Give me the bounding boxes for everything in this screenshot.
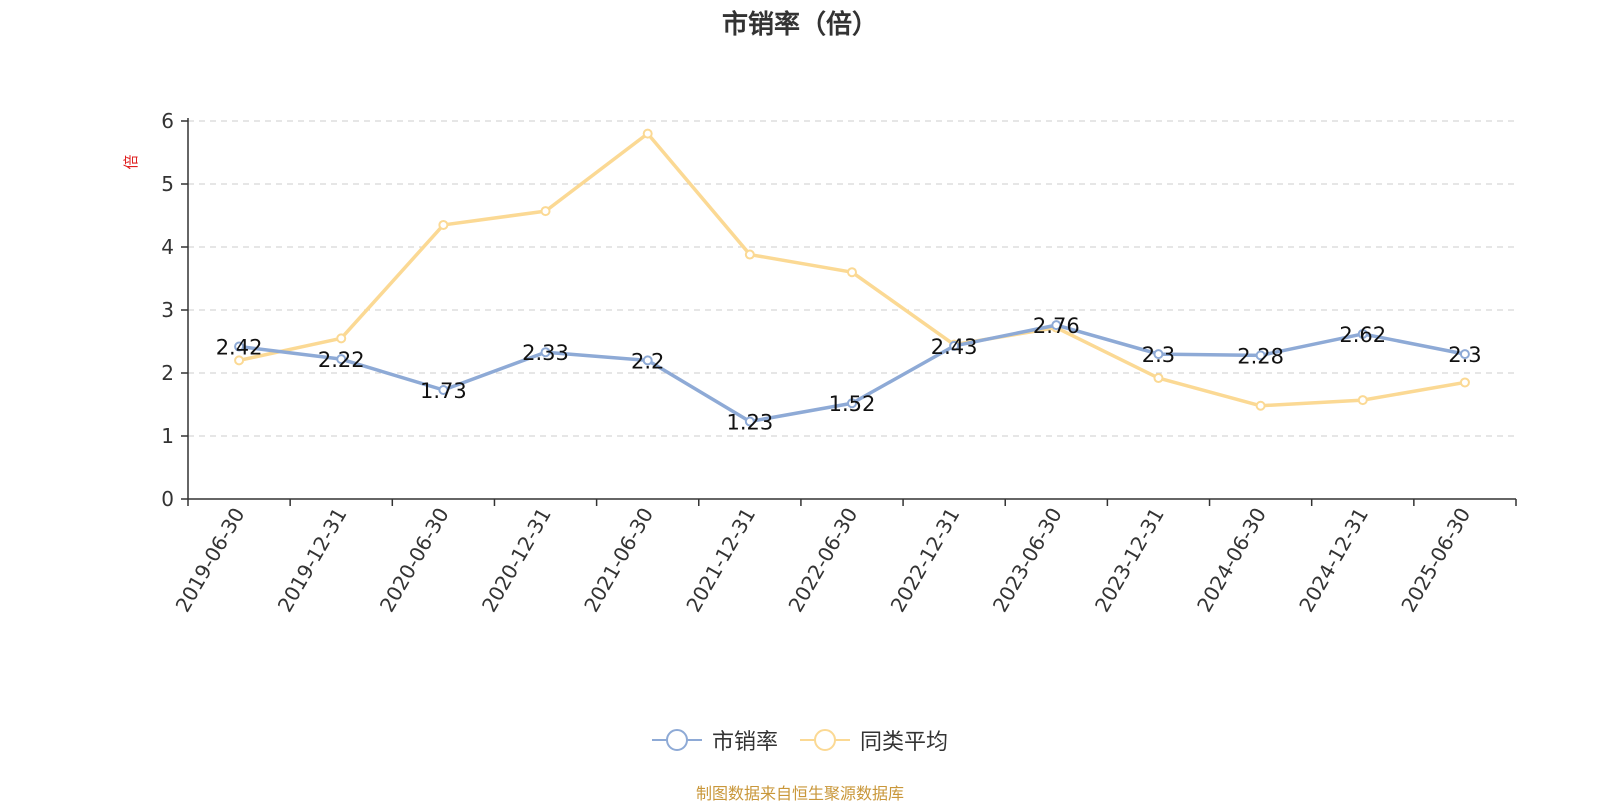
data-point <box>336 333 347 344</box>
grid-layer <box>188 120 1516 437</box>
chart-title: 市销率（倍） <box>721 10 878 40</box>
data-point <box>1051 320 1062 331</box>
data-point <box>949 340 960 351</box>
data-point <box>744 416 755 427</box>
data-point <box>642 128 653 139</box>
data-label: 2.22 <box>318 348 365 372</box>
data-label-layer: 2.42 2.22 1.73 2.33 2.2 1.23 1.52 2.43 2.76 2.3 2.… <box>216 314 1482 434</box>
data-label: 2.33 <box>522 341 569 365</box>
data-point <box>540 206 551 217</box>
data-label: 2.62 <box>1339 323 1386 347</box>
data-point <box>1153 373 1164 384</box>
x-tick-label: 2020-06-30 <box>375 504 454 617</box>
x-tick-label: 2019-06-30 <box>171 504 250 617</box>
legend-label: 同类平均 <box>860 730 949 755</box>
y-tick-label: 3 <box>161 298 174 322</box>
data-label: 1.73 <box>420 379 467 403</box>
x-tick-label: 2024-06-30 <box>1192 504 1271 617</box>
legend-marker-icon <box>651 729 702 751</box>
data-label: 2.76 <box>1033 314 1080 338</box>
legend: 市销率 同类平均 <box>0 722 1600 758</box>
source-note: 制图数据来自恒生聚源数据库 <box>695 784 904 803</box>
x-tick-label: 2023-06-30 <box>988 504 1067 617</box>
x-tick-label: 2022-12-31 <box>886 504 965 617</box>
data-label: 2.3 <box>1142 343 1175 367</box>
x-tick-label: 2021-06-30 <box>579 504 658 617</box>
data-point <box>234 355 245 366</box>
data-point <box>234 341 245 352</box>
data-point <box>1459 349 1470 360</box>
data-label: 1.52 <box>829 392 876 416</box>
legend-marker-icon <box>800 729 850 751</box>
data-point <box>642 355 653 366</box>
data-point <box>744 249 755 260</box>
series-layer <box>234 128 1470 427</box>
data-point <box>847 398 857 409</box>
data-point <box>438 219 449 230</box>
data-point <box>336 354 347 365</box>
y-tick-label: 0 <box>161 487 174 511</box>
x-tick-label: 2023-12-31 <box>1090 504 1169 617</box>
data-label: 1.23 <box>726 411 773 435</box>
x-tick-label: 2022-06-30 <box>783 504 862 617</box>
legend-item-ps-ratio[interactable]: 市销率 <box>651 724 778 756</box>
legend-label: 市销率 <box>711 730 778 755</box>
data-point <box>1255 350 1266 361</box>
y-tick-label: 2 <box>161 361 174 385</box>
data-label: 2.3 <box>1448 343 1481 367</box>
data-label: 2.43 <box>931 335 978 359</box>
data-point <box>1459 377 1470 388</box>
y-axis-title: 倍 <box>122 154 140 169</box>
x-tick-label: 2025-06-30 <box>1396 504 1475 617</box>
data-label: 2.2 <box>631 349 664 373</box>
x-tick-label: 2019-12-31 <box>273 504 352 617</box>
legend-item-peer-average[interactable]: 同类平均 <box>800 724 948 756</box>
data-point <box>438 385 449 396</box>
x-tick-label: 2020-12-31 <box>477 504 556 617</box>
y-tick-label: 5 <box>161 172 174 196</box>
x-tick-label: 2024-12-31 <box>1294 504 1373 617</box>
data-point <box>540 347 551 358</box>
y-tick-label: 4 <box>161 235 174 259</box>
data-point <box>1255 400 1266 411</box>
data-point <box>1153 349 1164 360</box>
data-point <box>1357 328 1368 339</box>
y-tick-label: 6 <box>161 109 174 133</box>
data-label: 2.28 <box>1237 344 1284 368</box>
data-point <box>847 267 857 278</box>
data-point <box>1357 395 1368 406</box>
y-tick-label: 1 <box>161 424 174 448</box>
data-label: 2.42 <box>216 336 263 360</box>
x-tick-label: 2021-12-31 <box>681 504 760 617</box>
